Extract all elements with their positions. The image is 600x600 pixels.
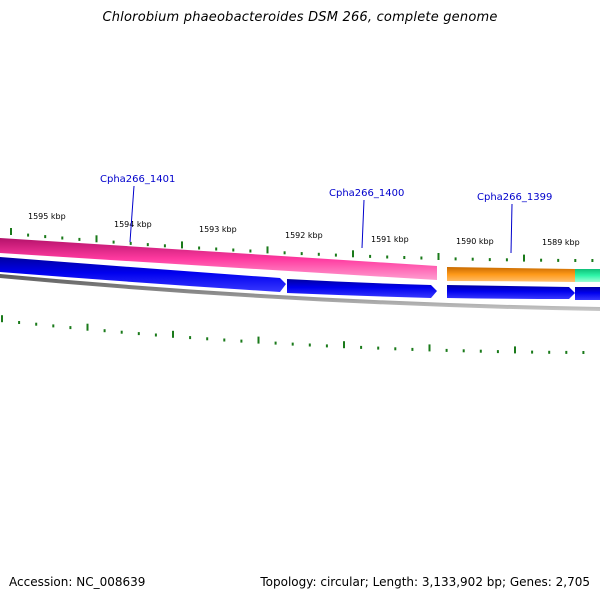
gene-arrow-cpha266-1401[interactable] [0, 257, 286, 292]
accession-label: Accession: NC_008639 [9, 575, 146, 589]
leader-line-cpha266-1401 [129, 185, 135, 243]
kbp-label-1594: 1594 kbp [114, 220, 152, 229]
gene-arrow-cpha266-1400[interactable] [287, 279, 437, 298]
genome-backbone [0, 274, 600, 311]
gene-label-cpha266-1399[interactable]: Cpha266_1399 [477, 192, 552, 203]
kbp-label-1592: 1592 kbp [285, 231, 323, 240]
gene-block-orange[interactable] [447, 267, 575, 282]
kbp-label-1593: 1593 kbp [199, 225, 237, 234]
leader-line-cpha266-1400 [361, 199, 365, 249]
gene-label-cpha266-1400[interactable]: Cpha266_1400 [329, 188, 404, 199]
inner-tick-ruler [1, 315, 585, 354]
kbp-label-1591: 1591 kbp [371, 235, 409, 244]
genome-title: Chlorobium phaeobacteroides DSM 266, com… [102, 10, 498, 25]
gene-label-cpha266-1401[interactable]: Cpha266_1401 [100, 174, 175, 185]
kbp-label-1595: 1595 kbp [28, 212, 66, 221]
genome-stats-label: Topology: circular; Length: 3,133,902 bp… [260, 575, 590, 589]
kbp-label-1590: 1590 kbp [456, 237, 494, 246]
kbp-label-1589: 1589 kbp [542, 238, 580, 247]
outer-tick-ruler [10, 228, 594, 262]
gene-arrow-cpha266-1398[interactable] [575, 287, 600, 300]
gene-block-magenta[interactable] [0, 238, 437, 280]
gene-block-teal[interactable] [575, 269, 600, 282]
leader-line-cpha266-1399 [510, 203, 513, 254]
gene-arrow-cpha266-1399[interactable] [447, 285, 575, 299]
